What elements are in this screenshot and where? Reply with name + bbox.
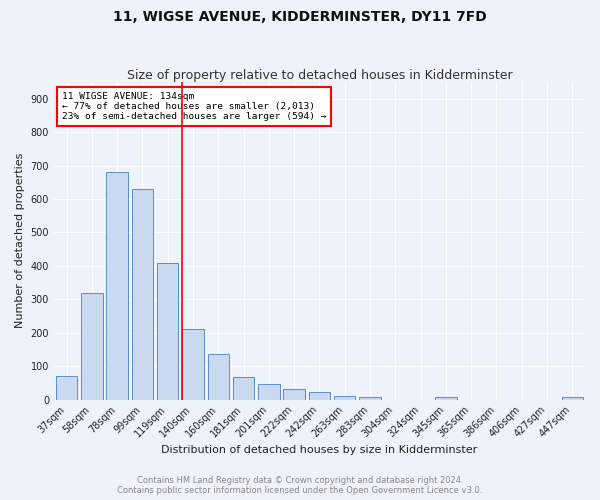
X-axis label: Distribution of detached houses by size in Kidderminster: Distribution of detached houses by size … [161,445,478,455]
Bar [182,330,204,400]
Bar [359,397,381,400]
Text: 11 WIGSE AVENUE: 134sqm
← 77% of detached houses are smaller (2,013)
23% of semi: 11 WIGSE AVENUE: 134sqm ← 77% of detache… [62,92,326,122]
Bar [106,172,128,400]
Bar [157,262,178,400]
Y-axis label: Number of detached properties: Number of detached properties [15,153,25,328]
Bar [208,354,229,400]
Bar [56,376,77,400]
Bar [258,384,280,400]
Bar [131,189,153,400]
Bar [334,396,355,400]
Bar [435,397,457,400]
Title: Size of property relative to detached houses in Kidderminster: Size of property relative to detached ho… [127,69,512,82]
Text: 11, WIGSE AVENUE, KIDDERMINSTER, DY11 7FD: 11, WIGSE AVENUE, KIDDERMINSTER, DY11 7F… [113,10,487,24]
Bar [283,388,305,400]
Bar [81,292,103,400]
Bar [309,392,330,400]
Bar [233,377,254,400]
Text: Contains HM Land Registry data © Crown copyright and database right 2024.
Contai: Contains HM Land Registry data © Crown c… [118,476,482,495]
Bar [562,397,583,400]
